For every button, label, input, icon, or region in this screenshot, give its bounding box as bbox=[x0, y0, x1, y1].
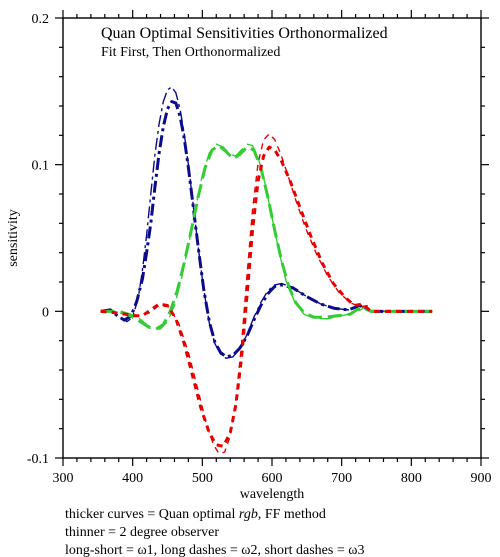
chart-title-2: Fit First, Then Orthonormalized bbox=[101, 45, 280, 60]
x-tick-label: 900 bbox=[471, 471, 492, 486]
x-tick-label: 500 bbox=[192, 471, 213, 486]
x-axis-label: wavelength bbox=[240, 487, 305, 502]
x-tick-label: 300 bbox=[53, 471, 74, 486]
chart-figure: 300 400 500 600 700 800 900 -0.1 0 0.1 0.2 waveleng… bbox=[0, 0, 500, 557]
x-tick-label: 400 bbox=[122, 471, 143, 486]
chart-title-1: Quan Optimal Sensitivities Orthonormaliz… bbox=[101, 25, 388, 42]
y-tick-label: 0.2 bbox=[32, 12, 50, 27]
x-tick-label: 800 bbox=[401, 471, 422, 486]
figure-bg bbox=[0, 0, 500, 557]
line-chart-svg: 300 400 500 600 700 800 900 -0.1 0 0.1 0.2 waveleng… bbox=[0, 0, 500, 557]
x-tick-label: 600 bbox=[262, 471, 283, 486]
caption-line-1: thicker curves = Quan optimal rgb, FF me… bbox=[65, 507, 326, 522]
y-axis-label: sensitivity bbox=[6, 209, 21, 267]
caption-line-3: long-short = ω1, long dashes = ω2, short… bbox=[65, 543, 364, 557]
x-tick-label: 700 bbox=[331, 471, 352, 486]
y-tick-label: -0.1 bbox=[27, 452, 49, 467]
caption-line-2: thinner = 2 degree observer bbox=[65, 525, 219, 540]
y-tick-label: 0 bbox=[42, 305, 49, 320]
y-tick-label: 0.1 bbox=[32, 159, 50, 174]
